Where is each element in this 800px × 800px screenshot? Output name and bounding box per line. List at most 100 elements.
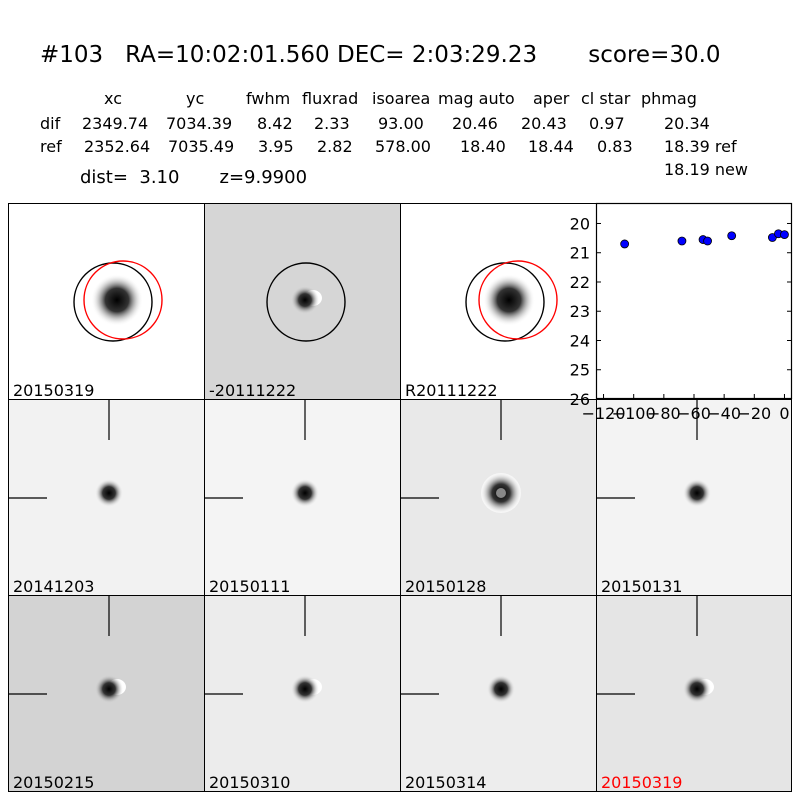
source-blob (487, 675, 515, 703)
stamp-panel: 20150310 (204, 595, 401, 792)
y-tick-label: 20 (570, 214, 590, 233)
stamp-image (401, 596, 515, 703)
stamp-panel: 20150215 (8, 595, 205, 792)
column-header: mag auto (438, 89, 515, 108)
stamp-panel: 20150314 (400, 595, 597, 792)
column-header: isoarea (372, 89, 431, 108)
source-blob (95, 479, 123, 507)
stamp-date-label: -20111222 (209, 381, 297, 400)
data-point (780, 230, 789, 239)
column-header: xc (104, 89, 122, 108)
table-cell: 20.34 (664, 114, 710, 133)
source-blob (291, 675, 319, 703)
data-point (620, 239, 630, 249)
data-point (677, 236, 687, 246)
stamp-panel: 20150319 (596, 595, 792, 792)
stamp-date-label: 20150314 (405, 773, 487, 792)
y-tick-label: 24 (570, 331, 590, 350)
table-cell: 18.40 (460, 137, 506, 156)
stamp-panel: 20150111 (204, 399, 401, 596)
stamp-panel: 20150128 (400, 399, 597, 596)
stamp-date-label: 20150310 (209, 773, 291, 792)
x-tick-label: −20 (737, 404, 771, 423)
row-label: ref (40, 137, 62, 156)
source-blob (291, 286, 319, 314)
stamp-image (597, 400, 711, 507)
stamp-grid: 20150319 -20111222 R20111222 20141203 201501… (8, 203, 792, 792)
light-curve-chart: 20 21 22 23 24 25 26 −120 −100 −80 −60 −40 −20 0 (570, 202, 793, 423)
stamp-date-label: 20150128 (405, 577, 487, 596)
source-blob (683, 479, 711, 507)
page-title: #103 RA=10:02:01.560 DEC= 2:03:29.23 sco… (40, 42, 721, 68)
stamp-image (205, 400, 319, 507)
stamp-image (266, 262, 346, 342)
x-tick-label: −40 (707, 404, 741, 423)
data-point (727, 231, 737, 241)
table-cell: 0.83 (597, 137, 633, 156)
column-header: fwhm (246, 89, 291, 108)
table-cell: 0.97 (589, 114, 625, 133)
stamp-image (401, 400, 521, 513)
source-blob (91, 274, 143, 326)
aperture-circle (266, 262, 346, 342)
stamp-date-label: 20150319 (13, 381, 95, 400)
table-cell: 18.44 (528, 137, 574, 156)
stamp-panel: 20141203 (8, 399, 205, 596)
stamp-date-label: 20150111 (209, 577, 291, 596)
source-blob (291, 479, 319, 507)
table-cell: 2.82 (317, 137, 353, 156)
stamp-panel: 20150319 (8, 203, 205, 400)
table-cell: 18.39 ref (664, 137, 737, 156)
stamp-date-label: R20111222 (405, 381, 498, 400)
x-tick-label: 0 (779, 404, 789, 423)
dist-line: dist= 3.10 z=9.9900 (80, 167, 308, 188)
stamp-date-label: 20141203 (13, 577, 95, 596)
row-label: dif (40, 114, 61, 133)
column-header: cl star (581, 89, 631, 108)
reference-circle (83, 260, 163, 340)
table-cell: 8.42 (257, 114, 293, 133)
stamp-panel: 20150131 (596, 399, 792, 596)
source-blob (95, 675, 123, 703)
stamp-date-label: 20150131 (601, 577, 683, 596)
stamp-image (9, 400, 123, 507)
stamp-image (9, 596, 126, 703)
source-blob (483, 274, 535, 326)
column-header: aper (533, 89, 570, 108)
reference-circle (478, 260, 558, 340)
table-cell: 7035.49 (168, 137, 235, 156)
stamp-image (205, 596, 322, 703)
table-cell: 20.43 (521, 114, 567, 133)
y-tick-label: 26 (570, 390, 590, 409)
table-cell: 93.00 (378, 114, 424, 133)
y-tick-label: 21 (570, 244, 590, 263)
stamp-date-label: 20150319 (601, 773, 683, 792)
x-tick-label: −120 (582, 404, 626, 423)
y-tick-label: 25 (570, 361, 590, 380)
phmag-new-value: 18.19 new (664, 160, 748, 179)
column-header: fluxrad (302, 89, 359, 108)
y-tick-label: 23 (570, 302, 590, 321)
table-cell: 578.00 (375, 137, 431, 156)
column-header: phmag (641, 89, 697, 108)
table-cell: 2352.64 (84, 137, 151, 156)
stamp-date-label: 20150215 (13, 773, 95, 792)
table-cell: 20.46 (452, 114, 498, 133)
stamp-image (597, 596, 714, 703)
x-tick-label: −100 (612, 404, 656, 423)
aperture-circle (73, 262, 153, 342)
stamp-panel: -20111222 (204, 203, 401, 400)
table-cell: 7034.39 (166, 114, 233, 133)
plot-frame (595, 202, 793, 400)
data-point (703, 236, 712, 246)
stamp-panel: R20111222 (400, 203, 597, 400)
column-header: yc (186, 89, 205, 108)
table-cell: 2.33 (314, 114, 350, 133)
x-tick-label: −60 (677, 404, 711, 423)
x-tick-label: −80 (647, 404, 681, 423)
table-cell: 2349.74 (82, 114, 149, 133)
table-cell: 3.95 (258, 137, 294, 156)
stamp-image (465, 260, 558, 342)
source-blob (683, 675, 711, 703)
y-tick-label: 22 (570, 273, 590, 292)
